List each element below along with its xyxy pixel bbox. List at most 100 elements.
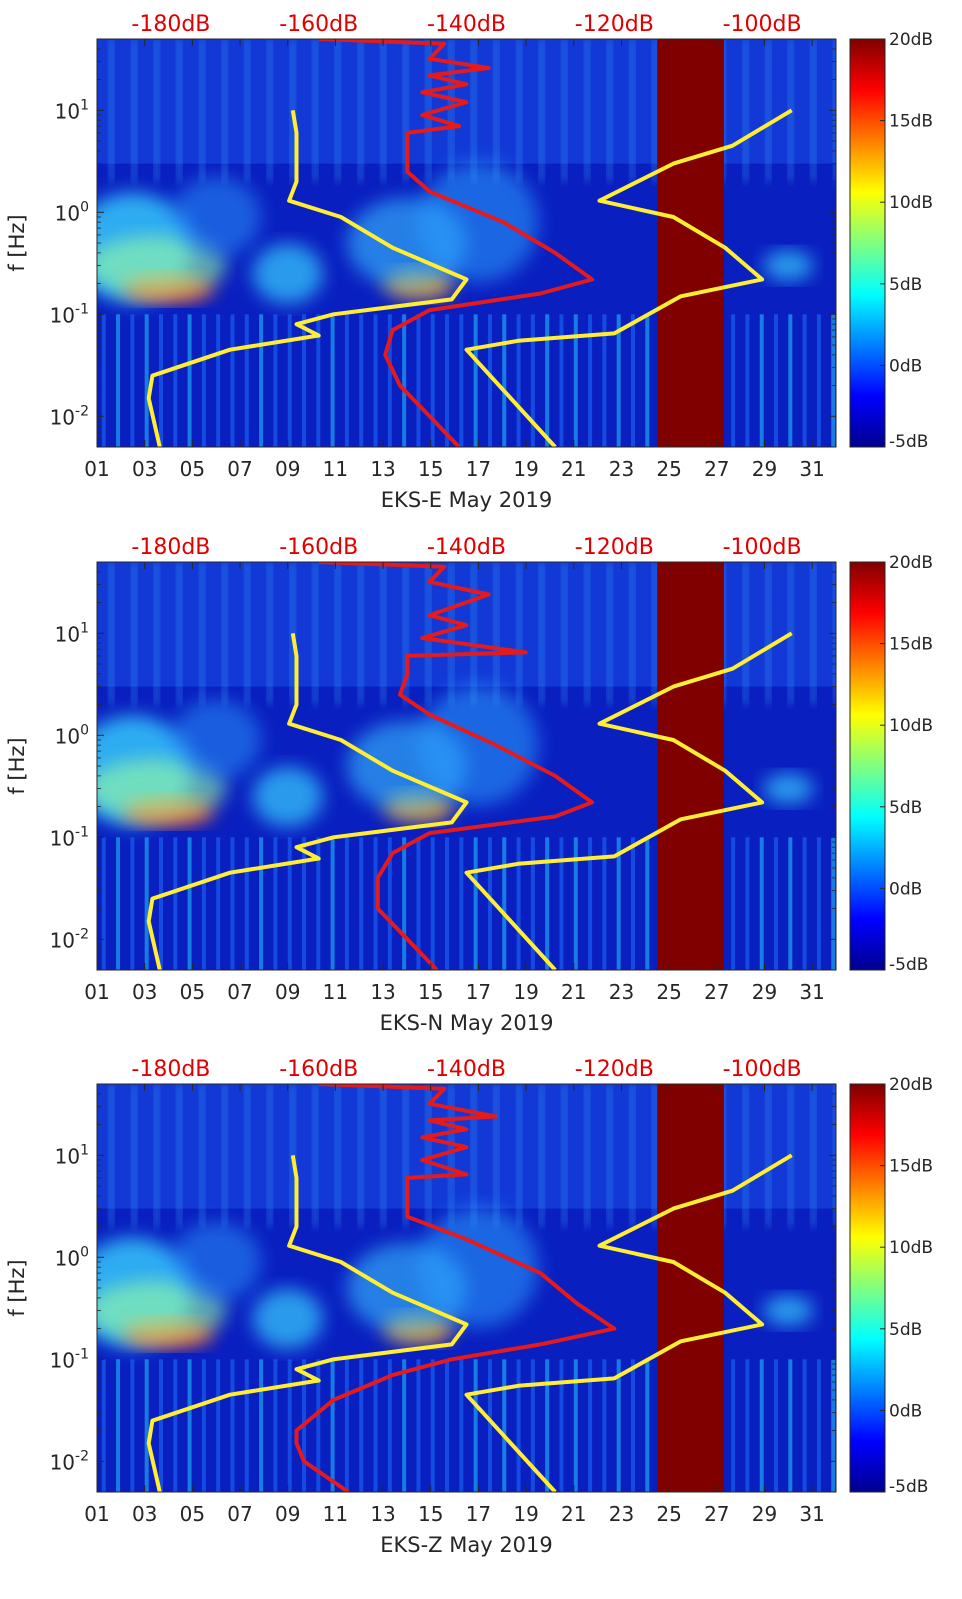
low-frequency-band xyxy=(645,1359,650,1492)
colorbar-tick-label: 5dB xyxy=(889,275,922,295)
low-frequency-band xyxy=(630,837,635,970)
x-tick-label: 05 xyxy=(180,1502,205,1526)
x-tick-label: 03 xyxy=(132,1502,157,1526)
x-tick-label: 29 xyxy=(752,980,777,1004)
low-frequency-band xyxy=(416,314,421,447)
low-frequency-band xyxy=(330,1359,335,1492)
low-frequency-band xyxy=(731,837,736,970)
low-frequency-band xyxy=(731,314,736,447)
x-axis-label: EKS-E May 2019 xyxy=(381,488,552,512)
top-axis-db-label: -140dB xyxy=(427,1057,506,1082)
top-axis-db-label: -180dB xyxy=(131,535,210,560)
colorbar-frame xyxy=(849,561,886,971)
x-tick-label: 05 xyxy=(180,980,205,1004)
diurnal-stripe xyxy=(131,562,137,705)
top-axis-db-label: -160dB xyxy=(279,1057,358,1082)
diurnal-stripe xyxy=(222,39,228,182)
low-frequency-band xyxy=(116,314,121,447)
low-frequency-band xyxy=(802,837,807,970)
x-tick-label: 13 xyxy=(370,457,395,481)
top-axis-db-label: -100dB xyxy=(723,12,802,37)
red-psd-curve xyxy=(294,1084,617,1492)
diurnal-stripe xyxy=(290,562,296,705)
low-frequency-band xyxy=(302,314,307,447)
y-tick-label: 100 xyxy=(55,199,89,225)
low-frequency-band xyxy=(573,1359,578,1492)
diurnal-stripe xyxy=(471,39,477,182)
low-frequency-band xyxy=(473,1359,478,1492)
low-frequency-band xyxy=(216,1359,221,1492)
x-tick-label: 05 xyxy=(180,457,205,481)
low-frequency-band xyxy=(373,837,378,970)
low-frequency-band xyxy=(774,837,779,970)
low-frequency-band xyxy=(430,1359,435,1492)
low-frequency-band xyxy=(445,314,450,447)
colorbar-tick-label: 20dB xyxy=(889,30,933,50)
low-frequency-band xyxy=(316,314,321,447)
low-frequency-band xyxy=(416,1359,421,1492)
diurnal-stripe xyxy=(448,39,454,182)
diurnal-stripe xyxy=(312,39,318,182)
colorbar-tick-label: 0dB xyxy=(889,879,922,899)
low-frequency-band xyxy=(359,314,364,447)
low-frequency-band xyxy=(545,1359,550,1492)
x-tick-label: 31 xyxy=(799,457,824,481)
colorbar-tick-label: 10dB xyxy=(889,193,933,213)
diurnal-stripe xyxy=(108,562,114,705)
low-frequency-band xyxy=(573,314,578,447)
low-frequency-band xyxy=(774,314,779,447)
diurnal-stripe xyxy=(765,562,771,705)
x-tick-label: 19 xyxy=(513,980,538,1004)
low-frequency-band xyxy=(144,314,149,447)
colorbar-tick-label: 20dB xyxy=(889,1075,933,1095)
x-tick-label: 01 xyxy=(84,980,109,1004)
x-tick-label: 23 xyxy=(609,1502,634,1526)
yellow-psd-curve xyxy=(464,1153,793,1492)
low-frequency-band xyxy=(201,837,206,970)
low-frequency-band xyxy=(459,1359,464,1492)
low-frequency-band xyxy=(502,1359,507,1492)
low-frequency-band xyxy=(588,314,593,447)
low-frequency-band xyxy=(616,1359,621,1492)
diurnal-stripe xyxy=(380,562,386,705)
colorbar xyxy=(850,562,885,970)
diurnal-stripe xyxy=(244,562,250,705)
x-tick-label: 21 xyxy=(561,1502,586,1526)
low-frequency-band xyxy=(402,837,407,970)
low-frequency-band xyxy=(530,1359,535,1492)
diurnal-stripe xyxy=(743,39,749,182)
yellow-psd-curve xyxy=(464,108,793,447)
low-frequency-band xyxy=(116,1359,121,1492)
x-axis-label: EKS-N May 2019 xyxy=(380,1011,554,1035)
low-frequency-band xyxy=(502,314,507,447)
diurnal-stripe xyxy=(561,1084,567,1227)
low-frequency-band xyxy=(630,314,635,447)
colorbar-tick-label: -5dB xyxy=(889,1477,928,1497)
low-frequency-band xyxy=(530,837,535,970)
x-tick-label: 11 xyxy=(323,457,348,481)
y-tick-label: 10-1 xyxy=(50,824,89,850)
colorbar-tick-label: -5dB xyxy=(889,432,928,452)
low-frequency-band xyxy=(759,314,764,447)
diurnal-stripe xyxy=(561,39,567,182)
low-frequency-band xyxy=(802,1359,807,1492)
spectral-energy-blob xyxy=(252,766,323,827)
low-frequency-band xyxy=(101,314,106,447)
low-frequency-band xyxy=(359,1359,364,1492)
red-psd-curve xyxy=(318,39,595,447)
diurnal-stripe xyxy=(403,1084,409,1227)
low-frequency-band xyxy=(187,314,192,447)
diurnal-stripe xyxy=(222,562,228,705)
diurnal-stripe xyxy=(312,562,318,705)
diurnal-stripe xyxy=(425,1084,431,1227)
diurnal-stripe xyxy=(561,562,567,705)
y-axis-label: f [Hz] xyxy=(5,1259,29,1316)
y-tick-label: 10-2 xyxy=(50,403,89,429)
spectrogram-image xyxy=(97,1084,836,1492)
diurnal-stripe xyxy=(176,39,182,182)
x-tick-label: 27 xyxy=(704,1502,729,1526)
low-frequency-band xyxy=(201,314,206,447)
colorbar xyxy=(850,39,885,447)
y-axis-label: f [Hz] xyxy=(5,737,29,794)
x-tick-label: 31 xyxy=(799,980,824,1004)
